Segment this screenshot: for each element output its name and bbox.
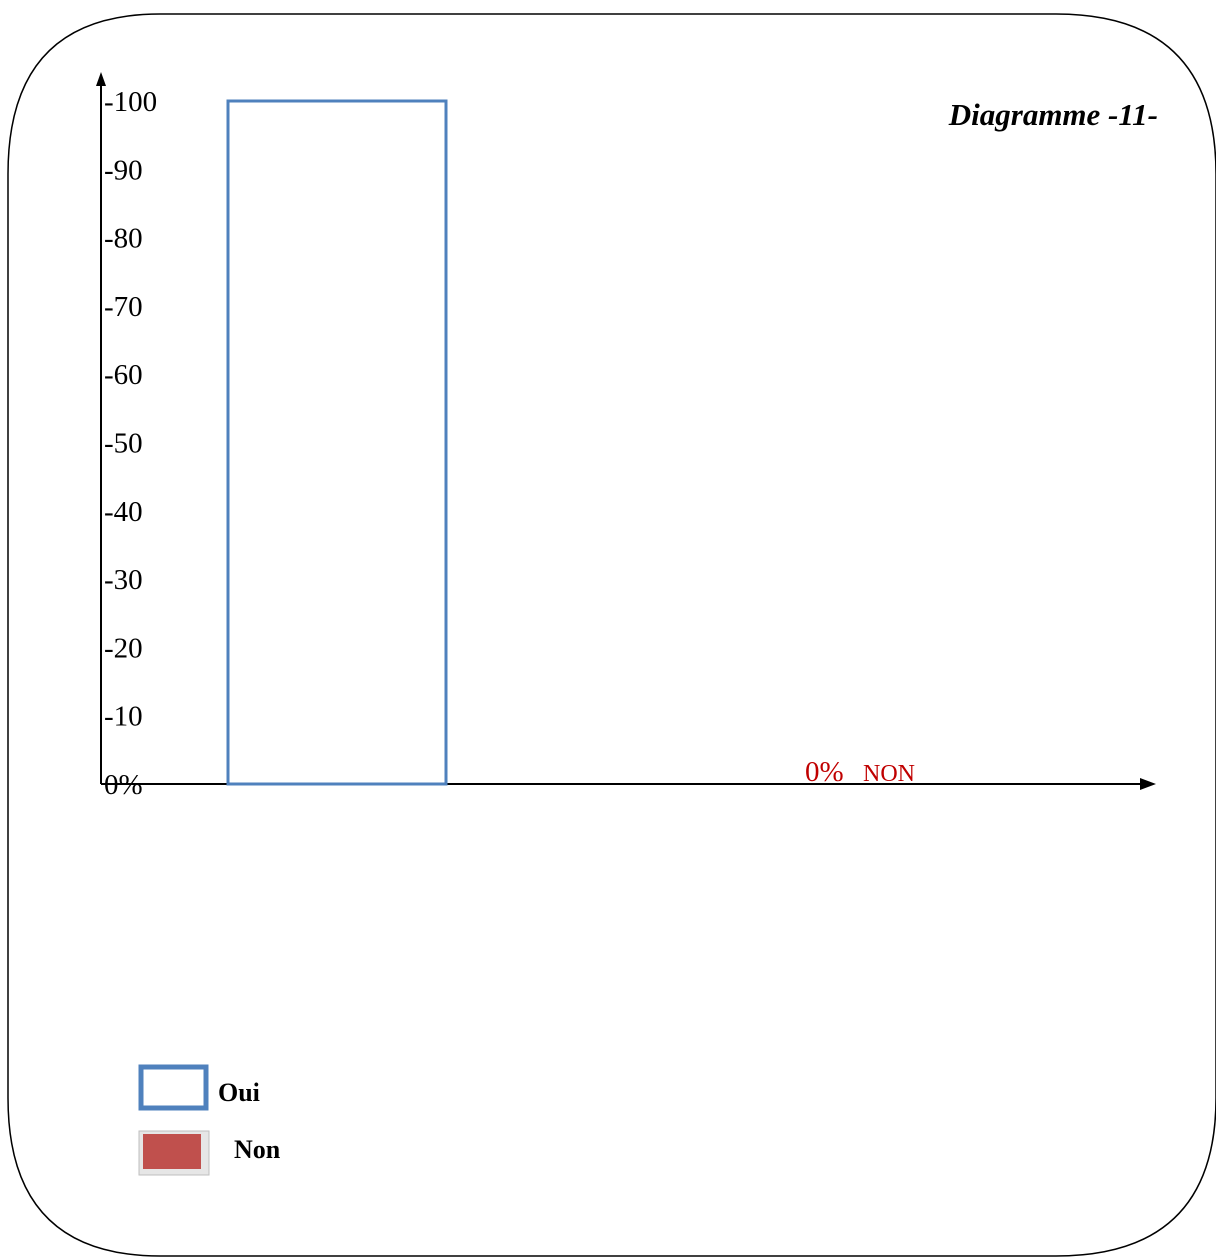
legend: Oui Non	[138, 1064, 281, 1176]
y-axis-arrow-icon	[96, 72, 106, 86]
y-tick-label: -60	[104, 359, 143, 391]
annotation-category: NON	[863, 761, 915, 787]
y-tick-label: -70	[104, 291, 143, 323]
y-tick-label: -20	[104, 632, 143, 664]
y-tick-label: -50	[104, 428, 143, 460]
x-axis-arrow-icon	[1140, 778, 1156, 790]
y-tick-label: -100	[104, 86, 157, 118]
y-tick-label: -40	[104, 496, 143, 528]
bar-oui	[226, 99, 448, 786]
legend-swatch-oui	[138, 1064, 209, 1111]
y-tick-label: -10	[104, 701, 143, 733]
legend-label-non: Non	[234, 1135, 281, 1164]
annotation-value: 0%	[805, 756, 844, 788]
y-tick-label: -90	[104, 154, 143, 186]
chart-frame	[7, 13, 1216, 1257]
legend-label-oui: Oui	[218, 1078, 260, 1107]
legend-swatch-non	[143, 1134, 201, 1169]
y-tick-label: -30	[104, 564, 143, 596]
chart-title: Diagramme -11-	[948, 97, 1158, 132]
bars	[226, 99, 448, 786]
y-tick-label: -80	[104, 223, 143, 255]
y-tick-label: 0%	[104, 769, 143, 801]
y-tick-labels: 0% -10 -20 -30 -40 -50 -60 -70 -80 -90 -100	[104, 86, 157, 801]
